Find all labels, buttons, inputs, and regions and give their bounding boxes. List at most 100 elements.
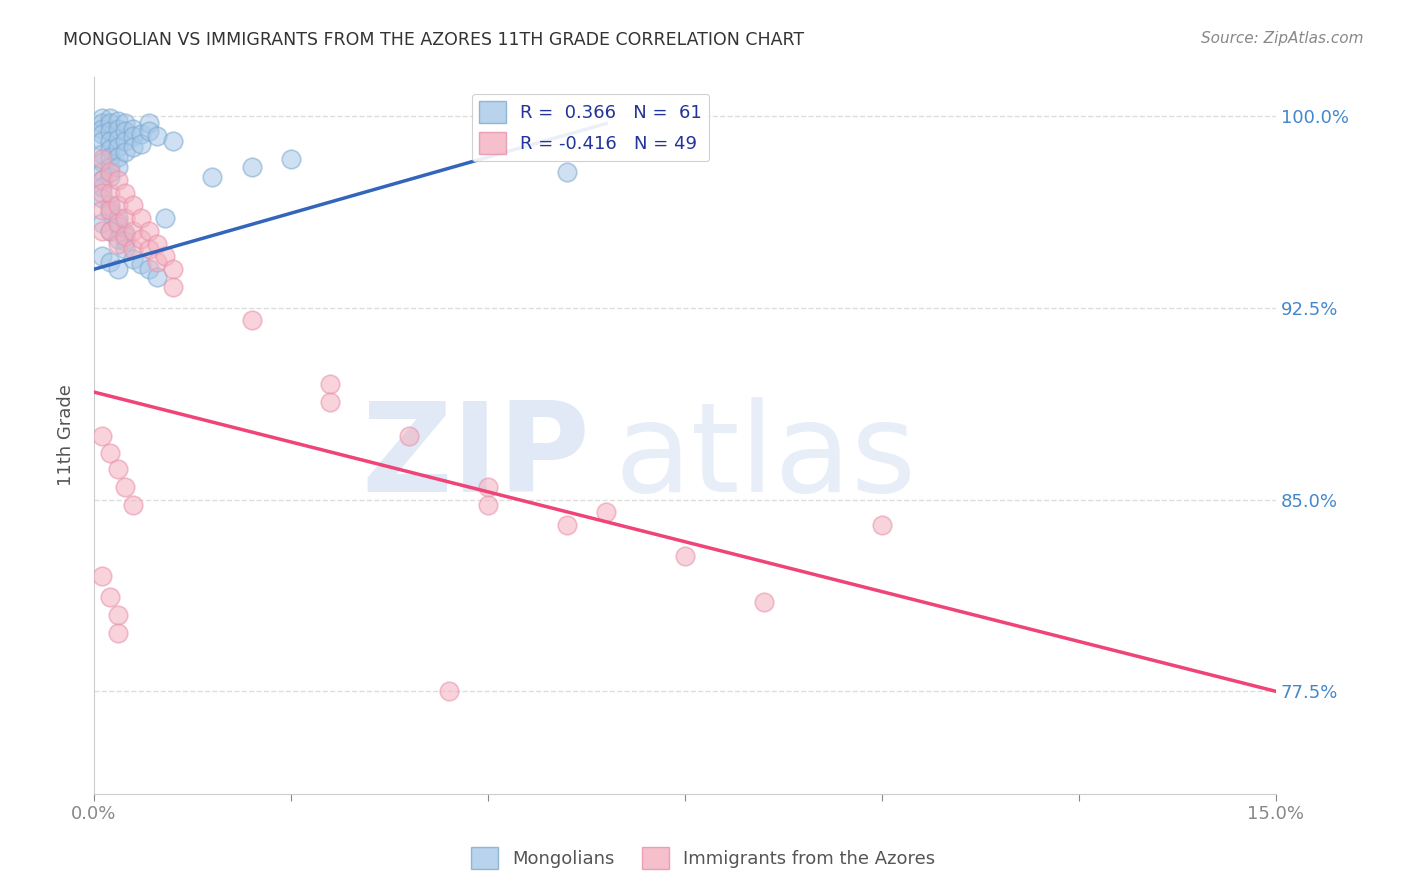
Point — [90, 203, 112, 218]
Point — [107, 231, 129, 245]
Point — [90, 153, 112, 167]
Point — [153, 250, 176, 264]
Point — [107, 121, 129, 136]
Point — [398, 428, 420, 442]
Point — [122, 498, 145, 512]
Point — [319, 377, 342, 392]
Point — [129, 231, 152, 245]
Point — [138, 224, 160, 238]
Point — [114, 242, 136, 256]
Point — [114, 234, 136, 248]
Point — [107, 160, 129, 174]
Point — [90, 121, 112, 136]
Legend: Mongolians, Immigrants from the Azores: Mongolians, Immigrants from the Azores — [464, 839, 942, 876]
Point — [114, 480, 136, 494]
Point — [107, 139, 129, 153]
Point — [107, 262, 129, 277]
Point — [98, 590, 121, 604]
Point — [153, 211, 176, 226]
Point — [477, 498, 499, 512]
Point — [98, 224, 121, 238]
Point — [114, 135, 136, 149]
Point — [122, 252, 145, 266]
Point — [98, 150, 121, 164]
Point — [90, 116, 112, 130]
Point — [129, 127, 152, 141]
Point — [162, 280, 184, 294]
Point — [98, 142, 121, 156]
Point — [90, 191, 112, 205]
Point — [90, 428, 112, 442]
Point — [107, 150, 129, 164]
Point — [107, 625, 129, 640]
Point — [90, 250, 112, 264]
Point — [90, 165, 112, 179]
Point — [122, 198, 145, 212]
Point — [138, 262, 160, 277]
Point — [107, 114, 129, 128]
Point — [107, 173, 129, 187]
Point — [114, 211, 136, 226]
Text: Source: ZipAtlas.com: Source: ZipAtlas.com — [1201, 31, 1364, 46]
Point — [129, 257, 152, 271]
Point — [122, 242, 145, 256]
Point — [146, 269, 169, 284]
Point — [90, 180, 112, 194]
Point — [129, 136, 152, 151]
Point — [98, 254, 121, 268]
Point — [162, 135, 184, 149]
Point — [107, 607, 129, 622]
Point — [90, 173, 112, 187]
Point — [122, 224, 145, 238]
Point — [107, 219, 129, 233]
Point — [90, 224, 112, 238]
Point — [240, 313, 263, 327]
Point — [90, 147, 112, 161]
Point — [477, 480, 499, 494]
Point — [146, 236, 169, 251]
Point — [437, 684, 460, 698]
Point — [138, 116, 160, 130]
Point — [90, 216, 112, 230]
Point — [107, 236, 129, 251]
Point — [122, 139, 145, 153]
Point — [201, 170, 224, 185]
Point — [98, 206, 121, 220]
Point — [90, 154, 112, 169]
Point — [138, 124, 160, 138]
Point — [673, 549, 696, 563]
Point — [98, 224, 121, 238]
Point — [107, 462, 129, 476]
Point — [98, 112, 121, 126]
Point — [98, 170, 121, 185]
Point — [90, 127, 112, 141]
Point — [98, 198, 121, 212]
Point — [90, 112, 112, 126]
Point — [90, 135, 112, 149]
Point — [90, 569, 112, 583]
Point — [114, 145, 136, 159]
Y-axis label: 11th Grade: 11th Grade — [58, 384, 75, 486]
Point — [162, 262, 184, 277]
Point — [90, 173, 112, 187]
Point — [107, 211, 129, 226]
Point — [98, 116, 121, 130]
Point — [319, 395, 342, 409]
Point — [595, 505, 617, 519]
Text: MONGOLIAN VS IMMIGRANTS FROM THE AZORES 11TH GRADE CORRELATION CHART: MONGOLIAN VS IMMIGRANTS FROM THE AZORES … — [63, 31, 804, 49]
Point — [98, 203, 121, 218]
Point — [98, 446, 121, 460]
Point — [114, 124, 136, 138]
Point — [555, 518, 578, 533]
Point — [114, 229, 136, 244]
Point — [98, 124, 121, 138]
Point — [98, 160, 121, 174]
Point — [90, 186, 112, 200]
Point — [146, 254, 169, 268]
Point — [114, 186, 136, 200]
Point — [129, 211, 152, 226]
Point — [280, 153, 302, 167]
Point — [122, 121, 145, 136]
Text: ZIP: ZIP — [361, 397, 591, 517]
Point — [138, 242, 160, 256]
